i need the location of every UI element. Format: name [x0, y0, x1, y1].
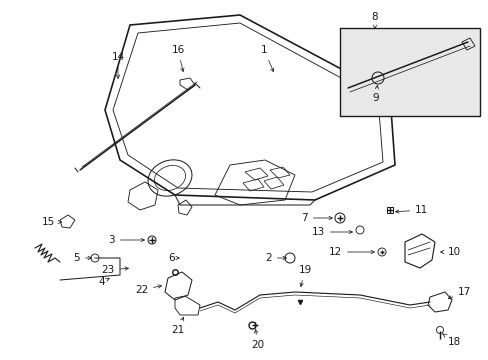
- Text: 10: 10: [440, 247, 460, 257]
- Text: 4: 4: [98, 277, 109, 287]
- Text: 14: 14: [111, 52, 124, 78]
- Text: 1: 1: [261, 45, 273, 72]
- Text: 5: 5: [73, 253, 91, 263]
- Text: 18: 18: [442, 334, 460, 347]
- Text: 8: 8: [371, 12, 378, 28]
- Text: 3: 3: [108, 235, 144, 245]
- Text: 9: 9: [371, 86, 378, 103]
- Text: 7: 7: [301, 213, 332, 223]
- Text: 12: 12: [328, 247, 374, 257]
- Text: 19: 19: [298, 265, 311, 287]
- Text: 22: 22: [135, 285, 161, 295]
- Text: 15: 15: [42, 217, 61, 227]
- Text: 6: 6: [168, 253, 179, 263]
- Text: 13: 13: [311, 227, 352, 237]
- Text: 23: 23: [102, 265, 128, 275]
- Bar: [339, 28, 479, 116]
- Text: 21: 21: [171, 317, 184, 335]
- Text: 17: 17: [447, 287, 470, 299]
- Text: 2: 2: [265, 253, 286, 263]
- Text: 16: 16: [171, 45, 184, 72]
- Text: 11: 11: [395, 205, 427, 215]
- Text: 20: 20: [251, 329, 264, 350]
